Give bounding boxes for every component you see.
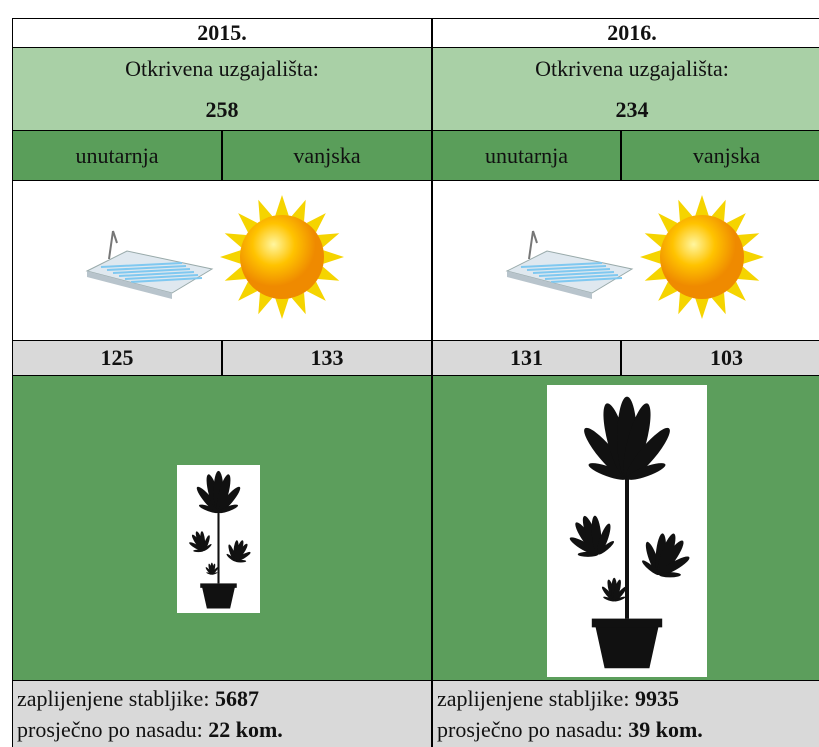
lamp-icon: [82, 228, 222, 303]
indoor-label: unutarnja: [12, 130, 222, 181]
found-cell: Otkrivena uzgajališta: 234: [432, 47, 819, 131]
text: 103: [710, 345, 743, 371]
year-header: 2016.: [432, 18, 819, 48]
text: vanjska: [693, 143, 760, 169]
text: 133: [311, 345, 344, 371]
sun-icon: [637, 192, 767, 322]
plant-icon: [547, 385, 707, 677]
text: prosječno po nasadu:: [437, 717, 623, 742]
text: zaplijenjene stabljike:: [17, 686, 209, 711]
text: vanjska: [293, 143, 360, 169]
indoor-count: 125: [12, 340, 222, 376]
text: 131: [510, 345, 543, 371]
text: 2016.: [607, 20, 657, 46]
text: 9935: [635, 686, 679, 711]
summary-line: prosječno po nasadu: 39 kom.: [437, 714, 703, 745]
text: 258: [206, 97, 239, 123]
text: 39 kom.: [628, 717, 703, 742]
text: 125: [101, 345, 134, 371]
text: 234: [616, 97, 649, 123]
indoor-count: 131: [432, 340, 621, 376]
summary-line: zaplijenjene stabljike: 5687: [17, 683, 259, 714]
outdoor-count: 133: [222, 340, 432, 376]
text: unutarnja: [75, 143, 158, 169]
indoor-label: unutarnja: [432, 130, 621, 181]
lamp-icon: [502, 228, 642, 303]
infographic: 2015. Otkrivena uzgajališta: 258 unutarnja v…: [0, 0, 819, 747]
summary-line: zaplijenjene stabljike: 9935: [437, 683, 679, 714]
outdoor-label: vanjska: [621, 130, 819, 181]
found-cell: Otkrivena uzgajališta: 258: [12, 47, 432, 131]
outdoor-count: 103: [621, 340, 819, 376]
text: Otkrivena uzgajališta:: [125, 56, 319, 82]
summary-line: prosječno po nasadu: 22 kom.: [17, 714, 283, 745]
text: 2015.: [197, 20, 247, 46]
text: unutarnja: [485, 143, 568, 169]
text: 22 kom.: [208, 717, 283, 742]
text: prosječno po nasadu:: [17, 717, 203, 742]
text: zaplijenjene stabljike:: [437, 686, 629, 711]
plant-icon: [177, 465, 260, 613]
year-header: 2015.: [12, 18, 432, 48]
text: Otkrivena uzgajališta:: [535, 56, 729, 82]
outdoor-label: vanjska: [222, 130, 432, 181]
sun-icon: [217, 192, 347, 322]
text: 5687: [215, 686, 259, 711]
